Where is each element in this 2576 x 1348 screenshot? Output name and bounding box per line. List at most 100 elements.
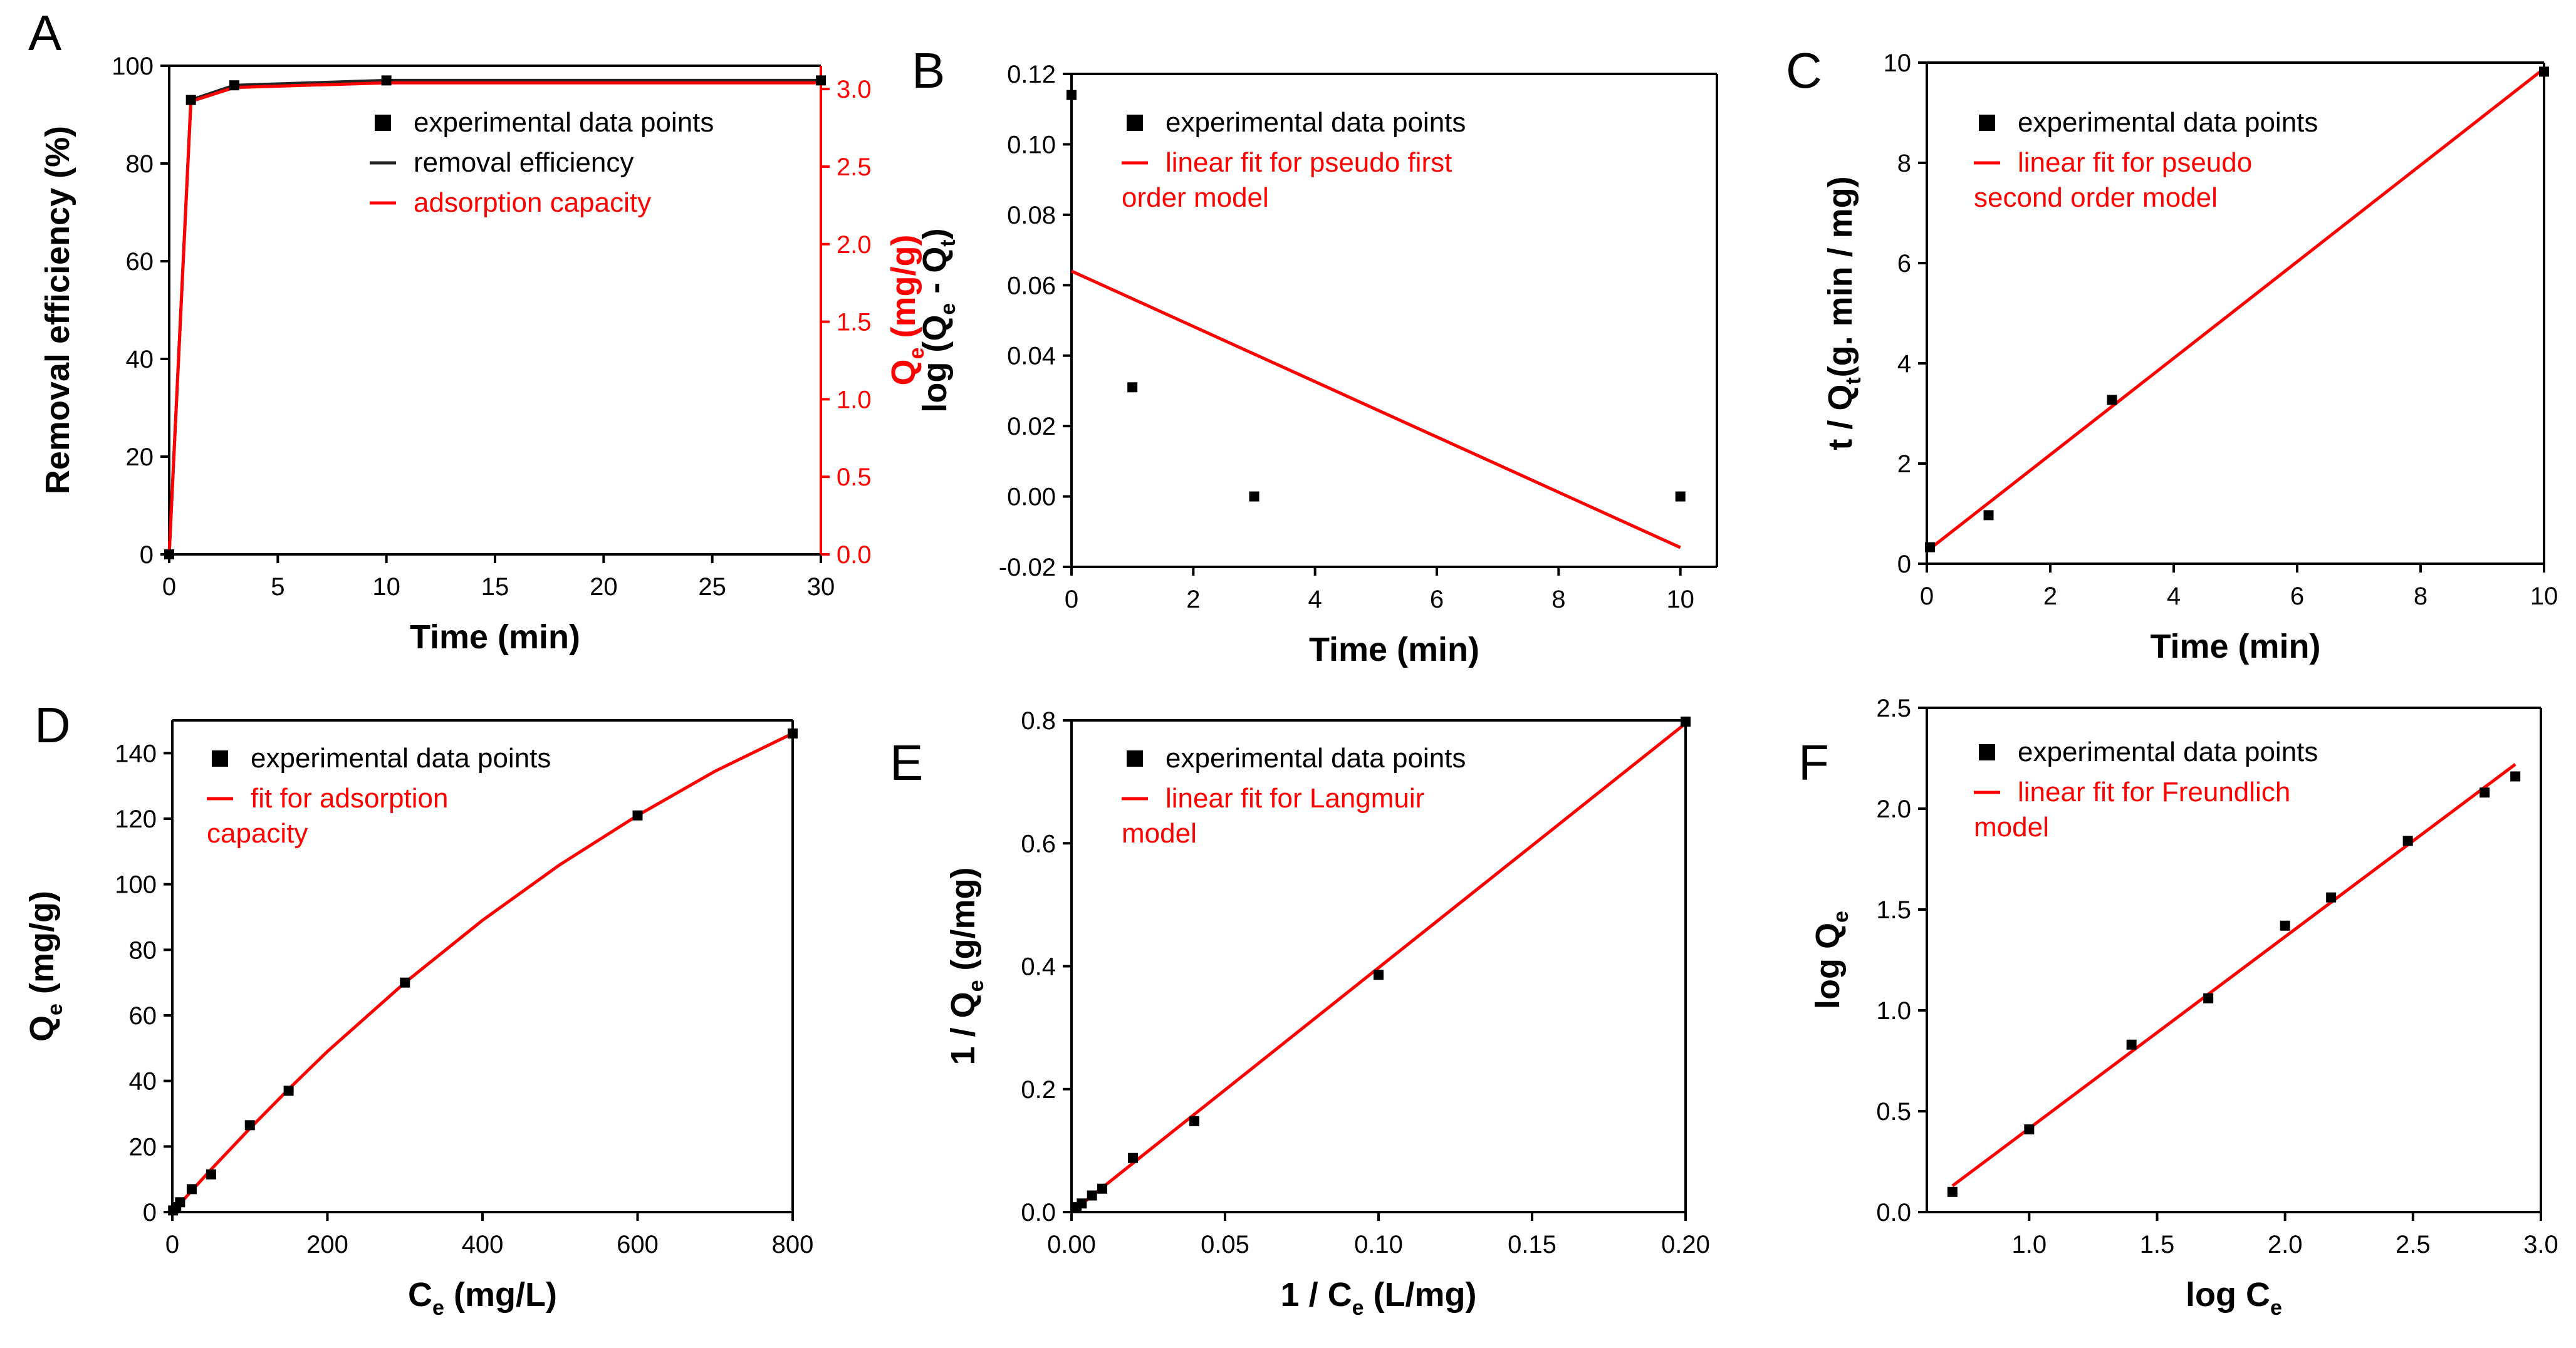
legend-marker xyxy=(1979,744,1995,760)
y-axis-label-subscript: e xyxy=(964,980,988,992)
x-tick-label: 20 xyxy=(590,573,618,601)
data-point xyxy=(2126,1039,2137,1050)
panel-letter: E xyxy=(890,735,923,791)
legend-label: removal efficiency xyxy=(414,147,634,178)
y-axis-label: Removal efficiency (%) xyxy=(39,126,76,494)
x-tick-label: 4 xyxy=(2167,583,2181,610)
data-point xyxy=(816,75,826,86)
data-point xyxy=(381,75,392,86)
y-axis-label: log Qe xyxy=(1809,911,1853,1009)
y-tick-label: -0.02 xyxy=(999,554,1056,581)
y2-tick-label: 2.5 xyxy=(837,153,872,181)
y-tick-label: 1.5 xyxy=(1876,896,1911,924)
data-point xyxy=(175,1197,185,1208)
panel-d: D 0 200 400 600 800 0 20 40 60 80 100 120 140 Ce (mg/L… xyxy=(23,697,813,1320)
y-tick-label: 0 xyxy=(140,541,154,569)
series-line xyxy=(1951,763,2516,1188)
y-tick-label: 10 xyxy=(1884,49,1912,77)
data-point xyxy=(1947,1186,1958,1197)
legend-label: experimental data points xyxy=(251,743,551,774)
legend-marker xyxy=(1127,115,1143,131)
legend-label: capacity xyxy=(207,818,308,849)
y2-axis-label-subscript: e xyxy=(905,348,929,360)
x-tick-label: 8 xyxy=(1551,586,1565,613)
y-tick-label: 0.6 xyxy=(1021,830,1056,858)
panel-letter: F xyxy=(1798,735,1829,791)
y-axis-label-rest: - Q xyxy=(916,247,954,303)
x-tick-label: 6 xyxy=(1430,586,1444,613)
y-tick-label: 8 xyxy=(1897,150,1911,177)
y-axis-label-subscript: e xyxy=(43,1003,67,1015)
x-tick-label: 8 xyxy=(2414,583,2427,610)
data-point xyxy=(244,1120,255,1131)
x-axis-label: Time (min) xyxy=(410,618,580,656)
y-tick-label: 20 xyxy=(126,443,154,471)
x-tick-label: 200 xyxy=(306,1231,348,1258)
data-point xyxy=(2326,892,2337,903)
x-axis-label: Time (min) xyxy=(1309,631,1479,668)
data-point xyxy=(1077,1198,1087,1209)
y2-tick-label: 0.0 xyxy=(837,541,872,569)
y-tick-label: 0.0 xyxy=(1876,1199,1911,1226)
legend-marker xyxy=(1127,750,1143,767)
x-axis-label: log Ce xyxy=(2186,1276,2282,1320)
panel-c: C 0 2 4 6 8 10 0 2 4 6 8 10 Time (min) t / Qt(g. min /… xyxy=(1786,43,2558,665)
x-tick-label: 3.0 xyxy=(2523,1231,2558,1258)
legend-label: model xyxy=(1122,818,1197,849)
data-point xyxy=(1189,1116,1199,1126)
x-tick-label: 2 xyxy=(1186,586,1200,613)
x-axis-label-main: log C xyxy=(2186,1276,2270,1314)
x-tick-label: 15 xyxy=(481,573,509,601)
x-tick-label: 0.20 xyxy=(1661,1231,1710,1258)
data-point xyxy=(1374,970,1384,980)
x-tick-label: 5 xyxy=(271,573,284,601)
data-point xyxy=(400,977,410,988)
y-tick-label: 140 xyxy=(115,740,157,767)
y-tick-label: 0 xyxy=(143,1199,157,1226)
y-tick-label: 120 xyxy=(115,806,157,833)
y-axis-label: Qe (mg/g) xyxy=(23,891,67,1042)
x-tick-label: 0 xyxy=(1920,583,1934,610)
y-tick-label: 0.0 xyxy=(1021,1199,1056,1226)
legend-marker xyxy=(375,115,391,131)
y-axis-label: t / Qt(g. min / mg) xyxy=(1822,176,1865,450)
x-axis-label: 1 / Ce (L/mg) xyxy=(1281,1276,1477,1320)
y-axis-label-subscript: t xyxy=(936,239,960,246)
x-tick-label: 1.5 xyxy=(2140,1231,2175,1258)
y-tick-label: 0.02 xyxy=(1007,413,1056,440)
y-axis-label-subscript: t xyxy=(1842,377,1865,384)
x-tick-label: 0.05 xyxy=(1201,1231,1249,1258)
x-tick-label: 2.5 xyxy=(2396,1231,2431,1258)
data-point xyxy=(1127,382,1138,393)
y-axis-label-main: log Q xyxy=(1809,923,1847,1009)
y-axis-label-rest: (mg/g) xyxy=(23,891,61,1003)
x-axis-label-main: C xyxy=(408,1276,432,1314)
y-tick-label: 100 xyxy=(115,871,157,899)
y-tick-label: 60 xyxy=(126,248,154,276)
y-tick-label: 0.4 xyxy=(1021,953,1056,981)
y2-axis-label-rest: (mg/g) xyxy=(885,235,922,348)
y-tick-label: 0.5 xyxy=(1876,1098,1911,1126)
data-point xyxy=(2539,66,2549,77)
x-tick-label: 0.15 xyxy=(1508,1231,1557,1258)
x-tick-label: 25 xyxy=(698,573,726,601)
x-tick-label: 400 xyxy=(462,1231,504,1258)
x-tick-label: 30 xyxy=(807,573,835,601)
panel-letter: D xyxy=(34,697,71,753)
y2-tick-label: 3.0 xyxy=(837,76,872,103)
y-tick-label: 40 xyxy=(126,346,154,373)
y-tick-label: 1.0 xyxy=(1876,997,1911,1025)
data-point xyxy=(2024,1124,2035,1134)
x-tick-label: 10 xyxy=(1666,586,1694,613)
panel-e: E 0.00 0.05 0.10 0.15 0.20 0.0 0.2 0.4 0.6 0.8 1 / … xyxy=(890,707,1710,1320)
legend-marker xyxy=(1979,115,1995,131)
x-axis-label-rest: (mg/L) xyxy=(444,1276,557,1314)
x-axis-label-main: 1 / C xyxy=(1281,1276,1352,1314)
y-tick-label: 2.5 xyxy=(1876,695,1911,722)
data-point xyxy=(186,1184,197,1195)
y-tick-label: 0.2 xyxy=(1021,1076,1056,1104)
y-tick-label: 60 xyxy=(129,1002,157,1030)
data-point xyxy=(2402,836,2413,846)
series-line xyxy=(1070,722,1687,1213)
